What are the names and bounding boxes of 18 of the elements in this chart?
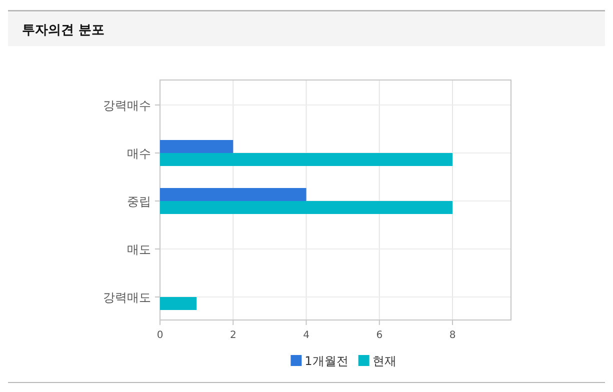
y-tick-label: 강력매수 [103, 98, 151, 112]
bar [160, 153, 452, 166]
bar [160, 140, 234, 153]
bar [160, 297, 197, 310]
legend-label: 현재 [372, 354, 396, 368]
y-tick-label: 매수 [127, 146, 151, 160]
x-tick-label: 0 [156, 330, 164, 341]
y-tick-label: 매도 [127, 242, 151, 256]
bar [160, 201, 452, 214]
x-tick-label: 6 [376, 330, 383, 341]
x-tick-label: 2 [230, 330, 236, 341]
legend-label: 1개월전 [304, 354, 348, 368]
y-tick-label: 강력매도 [103, 290, 151, 304]
bar [160, 188, 306, 201]
x-tick-label: 8 [449, 330, 456, 341]
chart-title: 투자의견 분포 [22, 23, 105, 38]
x-tick-label: 4 [303, 330, 310, 341]
y-tick-label: 중립 [127, 194, 151, 208]
